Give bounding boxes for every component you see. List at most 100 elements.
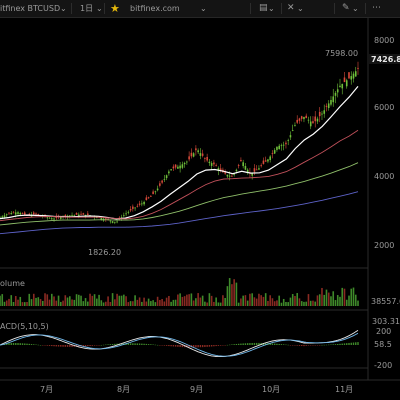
source-dropdown-icon[interactable]: ⌄: [200, 4, 207, 13]
macd-histogram-bar: [168, 345, 170, 347]
volume-bar: [114, 299, 116, 306]
volume-bar: [190, 293, 193, 306]
candle-body: [125, 213, 127, 215]
star-icon[interactable]: ★: [110, 2, 120, 15]
candle-body: [354, 71, 357, 77]
chevron-down-icon[interactable]: ⌄: [352, 4, 359, 13]
candle-body: [285, 142, 287, 145]
volume-bar: [125, 296, 127, 306]
candle-body: [183, 162, 186, 165]
macd-histogram-bar: [64, 345, 66, 347]
macd-histogram-bar: [341, 343, 343, 345]
volume-bar: [48, 299, 51, 306]
candle-body: [141, 203, 143, 205]
candle-body: [303, 116, 305, 120]
candle-body: [179, 165, 181, 169]
chart-type-icon[interactable]: ▤: [259, 3, 268, 13]
volume-bar: [188, 294, 190, 306]
volume-bar: [323, 294, 326, 306]
macd-axis: 303.31 200 58.5 -200: [372, 317, 400, 370]
volume-bar: [0, 295, 1, 306]
price-candles: [0, 61, 359, 225]
volume-bar: [87, 301, 89, 306]
interval-label[interactable]: 1日: [80, 4, 94, 13]
candle-body: [210, 163, 213, 166]
volume-bar: [19, 296, 22, 306]
candle-body: [267, 159, 269, 162]
price-tick: 6000: [374, 103, 394, 112]
volume-bar: [62, 300, 64, 306]
macd-histogram-bar: [285, 344, 287, 346]
volume-bar: [357, 300, 359, 306]
macd-histogram-bar: [235, 343, 238, 345]
macd-histogram-bar: [231, 344, 233, 345]
candle-body: [17, 212, 19, 214]
candle-body: [154, 191, 157, 193]
volume-bar: [305, 301, 308, 306]
volume-bar: [262, 296, 265, 306]
candle-body: [305, 115, 308, 119]
volume-bar: [244, 295, 247, 306]
candle-body: [323, 110, 326, 114]
candle-body: [186, 161, 188, 163]
symbol-label[interactable]: itfinex BTCUSD: [0, 4, 61, 13]
volume-bar: [210, 295, 213, 306]
candle-body: [19, 213, 22, 215]
macd-histogram-bar: [141, 343, 143, 345]
volume-bar: [242, 295, 244, 306]
macd-histogram-bar: [287, 344, 289, 346]
macd-histogram-bar: [264, 343, 267, 345]
last-price-label: 7426.80: [371, 55, 400, 64]
candle-body: [244, 166, 247, 170]
candle-body: [73, 214, 76, 216]
candle-body: [282, 144, 285, 146]
volume-value: 38557.6: [371, 297, 400, 306]
macd-histogram-bar: [8, 343, 10, 345]
close-icon[interactable]: ✕: [287, 3, 295, 13]
macd-histogram-bar: [186, 345, 188, 348]
volume-bar: [269, 295, 271, 306]
macd-histogram-bar: [339, 343, 341, 345]
volume-bar: [141, 301, 143, 306]
candle-body: [163, 178, 166, 180]
chevron-down-icon[interactable]: ⌄: [297, 4, 304, 13]
chevron-down-icon[interactable]: ⌄: [268, 4, 275, 13]
volume-title: olume: [0, 279, 25, 288]
candle-body: [206, 156, 208, 161]
interval-dropdown-icon[interactable]: ⌄: [96, 4, 103, 13]
candle-body: [159, 183, 161, 186]
macd-histogram-bar: [179, 345, 181, 347]
macd-histogram-bar: [145, 343, 148, 345]
volume-bar: [5, 300, 8, 306]
volume-bar: [291, 294, 294, 306]
macd-histogram-bar: [136, 343, 139, 345]
candle-body: [192, 153, 195, 157]
volume-bar: [332, 291, 335, 306]
macd-histogram-bar: [346, 343, 348, 345]
volume-bar: [154, 302, 157, 306]
symbol-dropdown-icon[interactable]: ⌄: [60, 4, 67, 13]
candle-body: [161, 180, 163, 183]
macd-panel: [0, 330, 359, 358]
candle-body: [174, 164, 177, 168]
macd-histogram-bar: [105, 344, 107, 346]
candle-body: [325, 105, 328, 107]
macd-histogram-bar: [84, 345, 87, 347]
volume-bar: [1, 294, 4, 306]
pencil-icon[interactable]: ✎: [342, 3, 350, 13]
macd-histogram-bar: [42, 345, 44, 346]
volume-bar: [17, 299, 19, 306]
macd-histogram-bar: [44, 345, 46, 346]
macd-histogram-bar: [177, 345, 179, 347]
macd-histogram-bar: [244, 343, 247, 345]
candle-body: [330, 100, 332, 105]
volume-bar: [280, 302, 283, 306]
ma-line-2: [0, 129, 359, 222]
more-icon[interactable]: ⋯: [372, 3, 381, 13]
candle-body: [64, 214, 67, 216]
candle-body: [75, 213, 78, 215]
candle-body: [109, 220, 112, 222]
macd-histogram-bar: [147, 344, 150, 345]
volume-bar: [334, 300, 337, 306]
